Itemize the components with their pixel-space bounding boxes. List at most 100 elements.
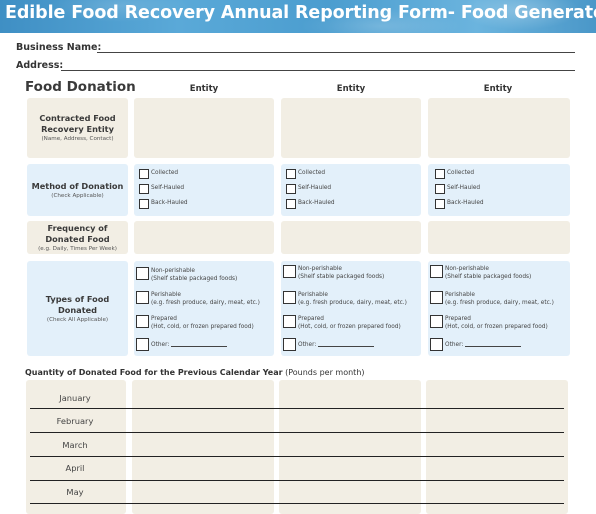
frequency-input-2[interactable] bbox=[281, 221, 421, 254]
perishable-checkbox-2[interactable]: Perishable (e.g. fresh produce, dairy, me… bbox=[283, 291, 407, 307]
option-description: (e.g. fresh produce, dairy, meat, etc.) bbox=[151, 300, 260, 306]
checkbox[interactable] bbox=[286, 199, 296, 209]
checkbox[interactable] bbox=[283, 315, 296, 328]
frequency-input-3[interactable] bbox=[428, 221, 570, 254]
checkbox[interactable] bbox=[430, 338, 443, 351]
non-perishable-checkbox-2[interactable]: Non-perishable (Shelf stable packaged foo… bbox=[283, 265, 384, 281]
quantity-column-1[interactable] bbox=[132, 380, 274, 514]
checkbox[interactable] bbox=[435, 169, 445, 179]
checkbox-label: Perishable (e.g. fresh produce, dairy, me… bbox=[298, 291, 407, 307]
address-field[interactable] bbox=[61, 70, 575, 71]
quantity-column-3[interactable] bbox=[426, 380, 568, 514]
checkbox[interactable] bbox=[139, 184, 149, 194]
entity-header-3: Entity bbox=[483, 84, 513, 94]
self-hauled-checkbox-3[interactable]: Self-Hauled bbox=[435, 184, 480, 194]
checkbox[interactable] bbox=[430, 265, 443, 278]
checkbox[interactable] bbox=[136, 267, 149, 280]
checkbox[interactable] bbox=[136, 291, 149, 304]
frequency-sub: (e.g. Daily, Times Per Week) bbox=[38, 245, 117, 252]
checkbox[interactable] bbox=[283, 338, 296, 351]
row-divider bbox=[30, 456, 564, 457]
option-description: (Shelf stable packaged foods) bbox=[298, 274, 385, 280]
checkbox-label: Self-Hauled bbox=[298, 185, 332, 191]
quantity-column-2[interactable] bbox=[279, 380, 421, 514]
self-hauled-checkbox-2[interactable]: Self-Hauled bbox=[286, 184, 331, 194]
collected-checkbox-1[interactable]: Collected bbox=[139, 169, 178, 179]
checkbox[interactable] bbox=[435, 184, 445, 194]
other-checkbox-1[interactable]: Other: bbox=[136, 338, 228, 351]
checkbox[interactable] bbox=[139, 169, 149, 179]
checkbox-label: Prepared (Hot, cold, or frozen prepared f… bbox=[151, 315, 254, 331]
checkbox-label: Non-perishable (Shelf stable packaged foo… bbox=[445, 265, 531, 281]
back-hauled-checkbox-3[interactable]: Back-Hauled bbox=[435, 199, 484, 209]
option-title: Perishable bbox=[298, 292, 328, 298]
quantity-heading: Quantity of Donated Food for the Previou… bbox=[25, 368, 365, 377]
prepared-checkbox-2[interactable]: Prepared (Hot, cold, or frozen prepared f… bbox=[283, 315, 401, 331]
business-name-field[interactable] bbox=[97, 52, 575, 53]
types-label: Types of Food Donated bbox=[45, 293, 110, 315]
non-perishable-checkbox-1[interactable]: Non-perishable (Shelf stable packaged foo… bbox=[136, 267, 237, 283]
option-description: (Shelf stable packaged foods) bbox=[151, 276, 238, 282]
other-checkbox-2[interactable]: Other: bbox=[283, 338, 375, 351]
perishable-checkbox-3[interactable]: Perishable (e.g. fresh produce, dairy, me… bbox=[430, 291, 554, 307]
types-sub: (Check All Applicable) bbox=[46, 316, 109, 323]
other-checkbox-3[interactable]: Other: bbox=[430, 338, 522, 351]
checkbox-label: Self-Hauled bbox=[151, 185, 185, 191]
checkbox-label: Self-Hauled bbox=[447, 185, 481, 191]
collected-checkbox-3[interactable]: Collected bbox=[435, 169, 474, 179]
month-label-may: May bbox=[66, 487, 84, 497]
checkbox-label: Other: bbox=[445, 341, 522, 349]
frequency-input-1[interactable] bbox=[134, 221, 274, 254]
option-title: Perishable bbox=[151, 292, 181, 298]
contracted-entity-input-1[interactable] bbox=[134, 98, 274, 158]
month-label-april: April bbox=[65, 463, 85, 473]
other-input-line[interactable] bbox=[465, 346, 522, 347]
checkbox[interactable] bbox=[139, 199, 149, 209]
option-description: (Hot, cold, or frozen prepared food) bbox=[445, 324, 548, 330]
prepared-checkbox-1[interactable]: Prepared (Hot, cold, or frozen prepared f… bbox=[136, 315, 254, 331]
option-title: Prepared bbox=[298, 316, 324, 322]
checkbox-label: Non-perishable (Shelf stable packaged foo… bbox=[298, 265, 384, 281]
checkbox[interactable] bbox=[283, 265, 296, 278]
option-title: Non-perishable bbox=[298, 266, 342, 272]
back-hauled-checkbox-2[interactable]: Back-Hauled bbox=[286, 199, 335, 209]
option-title: Perishable bbox=[445, 292, 475, 298]
perishable-checkbox-1[interactable]: Perishable (e.g. fresh produce, dairy, me… bbox=[136, 291, 260, 307]
checkbox[interactable] bbox=[283, 291, 296, 304]
checkbox[interactable] bbox=[435, 199, 445, 209]
entity-header-1: Entity bbox=[189, 84, 219, 94]
self-hauled-checkbox-1[interactable]: Self-Hauled bbox=[139, 184, 184, 194]
prepared-checkbox-3[interactable]: Prepared (Hot, cold, or frozen prepared f… bbox=[430, 315, 548, 331]
other-input-line[interactable] bbox=[318, 346, 375, 347]
checkbox[interactable] bbox=[136, 315, 149, 328]
quantity-heading-bold: Quantity of Donated Food for the Previou… bbox=[25, 368, 283, 377]
option-description: (e.g. fresh produce, dairy, meat, etc.) bbox=[298, 300, 407, 306]
frequency-label: Frequency of Donated Food bbox=[45, 222, 110, 244]
contracted-entity-input-3[interactable] bbox=[428, 98, 570, 158]
option-title: Prepared bbox=[151, 316, 177, 322]
other-input-line[interactable] bbox=[171, 346, 228, 347]
method-label-cell: Method of Donation (Check Applicable) bbox=[27, 164, 128, 216]
method-cell-3: Collected Self-Hauled Back-Hauled bbox=[428, 164, 570, 216]
non-perishable-checkbox-3[interactable]: Non-perishable (Shelf stable packaged foo… bbox=[430, 265, 531, 281]
checkbox[interactable] bbox=[286, 184, 296, 194]
checkbox-label: Prepared (Hot, cold, or frozen prepared f… bbox=[445, 315, 548, 331]
option-title: Non-perishable bbox=[151, 268, 195, 274]
collected-checkbox-2[interactable]: Collected bbox=[286, 169, 325, 179]
row-divider bbox=[30, 408, 564, 409]
back-hauled-checkbox-1[interactable]: Back-Hauled bbox=[139, 199, 188, 209]
checkbox-label: Back-Hauled bbox=[298, 200, 335, 206]
types-cell-3: Non-perishable (Shelf stable packaged foo… bbox=[428, 261, 570, 356]
checkbox[interactable] bbox=[286, 169, 296, 179]
option-title: Non-perishable bbox=[445, 266, 489, 272]
checkbox-label: Other: bbox=[151, 341, 228, 349]
checkbox[interactable] bbox=[430, 291, 443, 304]
method-sub: (Check Applicable) bbox=[51, 192, 104, 199]
option-description: (e.g. fresh produce, dairy, meat, etc.) bbox=[445, 300, 554, 306]
checkbox[interactable] bbox=[430, 315, 443, 328]
checkbox-label: Back-Hauled bbox=[447, 200, 484, 206]
checkbox[interactable] bbox=[136, 338, 149, 351]
checkbox-label: Non-perishable (Shelf stable packaged foo… bbox=[151, 267, 237, 283]
option-title: Prepared bbox=[445, 316, 471, 322]
contracted-entity-input-2[interactable] bbox=[281, 98, 421, 158]
